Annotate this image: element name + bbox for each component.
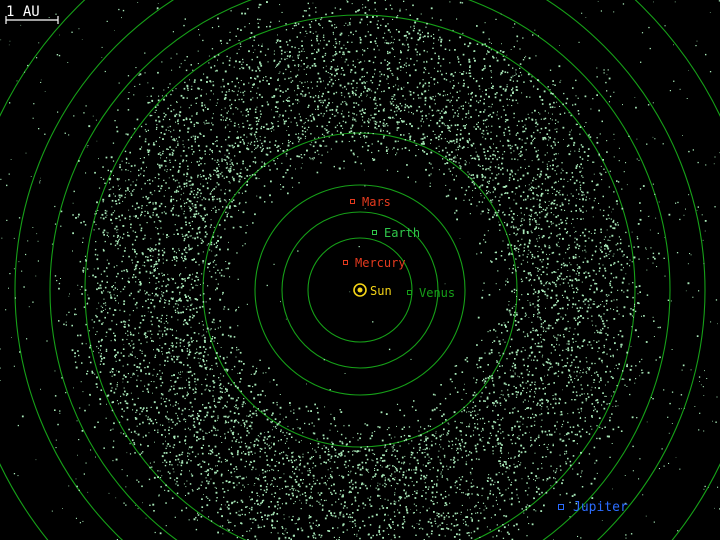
planet-marker-mars bbox=[350, 199, 355, 204]
background-stars bbox=[0, 0, 720, 540]
diagram-svg bbox=[0, 0, 720, 540]
planet-label-mars: Mars bbox=[362, 195, 391, 209]
sun-label: Sun bbox=[370, 284, 392, 298]
planet-marker-earth bbox=[372, 230, 377, 235]
planet-marker-venus bbox=[407, 290, 412, 295]
planet-label-venus: Venus bbox=[419, 286, 455, 300]
planet-label-mercury: Mercury bbox=[355, 256, 406, 270]
planet-marker-mercury bbox=[343, 260, 348, 265]
orbit-rings bbox=[0, 0, 720, 540]
sun-marker bbox=[354, 284, 366, 296]
orbit-ring bbox=[0, 0, 720, 540]
solar-system-diagram: 1 AU Sun Mercury Venus Earth Mars Jupiter bbox=[0, 0, 720, 540]
orbit-ring bbox=[15, 0, 705, 540]
planet-label-jupiter: Jupiter bbox=[573, 500, 628, 515]
planet-marker-jupiter bbox=[558, 504, 564, 510]
planet-label-earth: Earth bbox=[384, 226, 420, 240]
scale-label: 1 AU bbox=[6, 4, 40, 20]
asteroid-belt bbox=[22, 0, 707, 540]
